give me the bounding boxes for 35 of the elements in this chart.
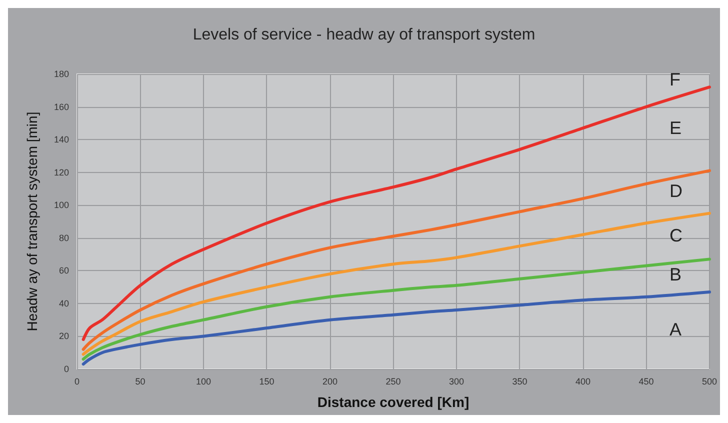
y-tick-label: 0: [64, 364, 69, 374]
x-axis-title: Distance covered [Km]: [317, 394, 470, 410]
x-tick-label: 100: [196, 376, 212, 386]
y-axis-title: Headw ay of transport system [min]: [24, 112, 40, 332]
x-tick-label: 450: [638, 376, 654, 386]
y-tick-label: 180: [54, 69, 69, 79]
line-series: [82, 169, 711, 351]
y-tick-label: 120: [54, 167, 69, 178]
line-series: [82, 86, 711, 341]
y-tick-label: 20: [58, 331, 69, 342]
annotation: F: [669, 70, 680, 90]
x-tick-label: 300: [448, 376, 464, 386]
y-tick-label: 160: [54, 102, 69, 112]
x-tick-label: 200: [322, 376, 338, 386]
y-tick-label: 60: [58, 266, 69, 276]
x-tick-label: 50: [135, 376, 146, 386]
annotation: D: [669, 181, 682, 201]
annotation: A: [669, 319, 682, 340]
line-series: [82, 290, 711, 366]
chart-title: Levels of service - headw ay of transport system: [192, 26, 536, 44]
y-tick-label: 100: [54, 200, 69, 210]
y-tick-label: 140: [54, 134, 69, 145]
x-tick-label: 500: [702, 376, 718, 386]
annotation: E: [669, 118, 682, 138]
line-series: [82, 212, 711, 356]
y-tick-label: 80: [58, 232, 69, 243]
line-series: [82, 258, 711, 361]
annotation: C: [669, 225, 682, 246]
y-tick-label: 40: [58, 298, 69, 308]
x-tick-label: 350: [512, 376, 528, 386]
annotation: B: [669, 264, 682, 285]
x-tick-label: 400: [575, 376, 591, 386]
x-tick-label: 0: [74, 376, 80, 386]
x-tick-label: 150: [259, 376, 274, 386]
x-tick-label: 250: [386, 376, 401, 386]
